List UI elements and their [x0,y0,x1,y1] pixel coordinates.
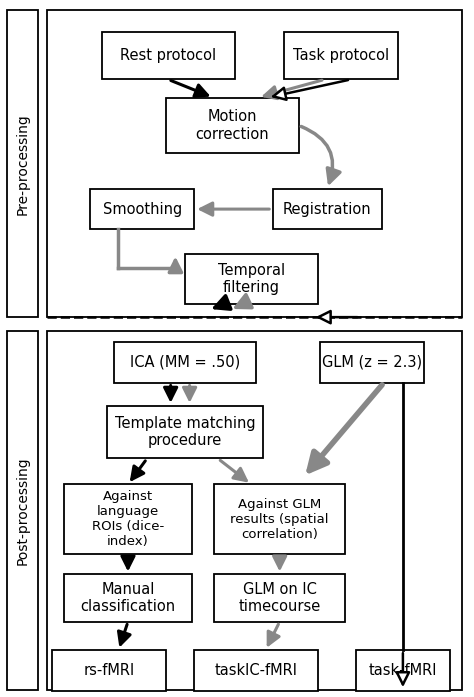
FancyBboxPatch shape [64,574,192,622]
Text: rs-fMRI: rs-fMRI [83,663,135,678]
FancyBboxPatch shape [214,574,345,622]
FancyBboxPatch shape [166,98,299,153]
FancyBboxPatch shape [194,650,318,691]
FancyBboxPatch shape [102,32,235,79]
FancyBboxPatch shape [90,189,194,229]
Text: GLM (z = 2.3): GLM (z = 2.3) [322,355,422,370]
Text: Against
language
ROIs (dice-
index): Against language ROIs (dice- index) [92,490,164,549]
FancyBboxPatch shape [114,342,256,383]
Text: Post-processing: Post-processing [16,457,29,565]
FancyBboxPatch shape [214,484,345,554]
Text: Task protocol: Task protocol [293,48,389,63]
Text: Registration: Registration [283,201,371,217]
Text: Template matching
procedure: Template matching procedure [115,416,255,448]
FancyBboxPatch shape [47,331,462,690]
FancyBboxPatch shape [7,331,38,690]
Text: Rest protocol: Rest protocol [120,48,216,63]
Text: GLM on IC
timecourse: GLM on IC timecourse [238,582,321,614]
FancyBboxPatch shape [52,650,166,691]
Text: Motion
correction: Motion correction [195,109,269,141]
FancyBboxPatch shape [47,10,462,317]
FancyBboxPatch shape [7,10,38,317]
FancyBboxPatch shape [64,484,192,554]
Text: Against GLM
results (spatial
correlation): Against GLM results (spatial correlation… [230,498,329,541]
FancyBboxPatch shape [356,650,450,691]
FancyBboxPatch shape [284,32,398,79]
FancyBboxPatch shape [320,342,424,383]
FancyBboxPatch shape [185,254,318,304]
Text: Temporal
filtering: Temporal filtering [218,263,285,295]
Text: Pre-processing: Pre-processing [16,113,29,215]
Text: ICA (MM = .50): ICA (MM = .50) [130,355,240,370]
Text: Manual
classification: Manual classification [81,582,175,614]
FancyBboxPatch shape [273,189,382,229]
FancyBboxPatch shape [107,406,263,459]
Text: taskIC-fMRI: taskIC-fMRI [214,663,298,678]
Text: task-fMRI: task-fMRI [369,663,437,678]
Text: Smoothing: Smoothing [102,201,182,217]
